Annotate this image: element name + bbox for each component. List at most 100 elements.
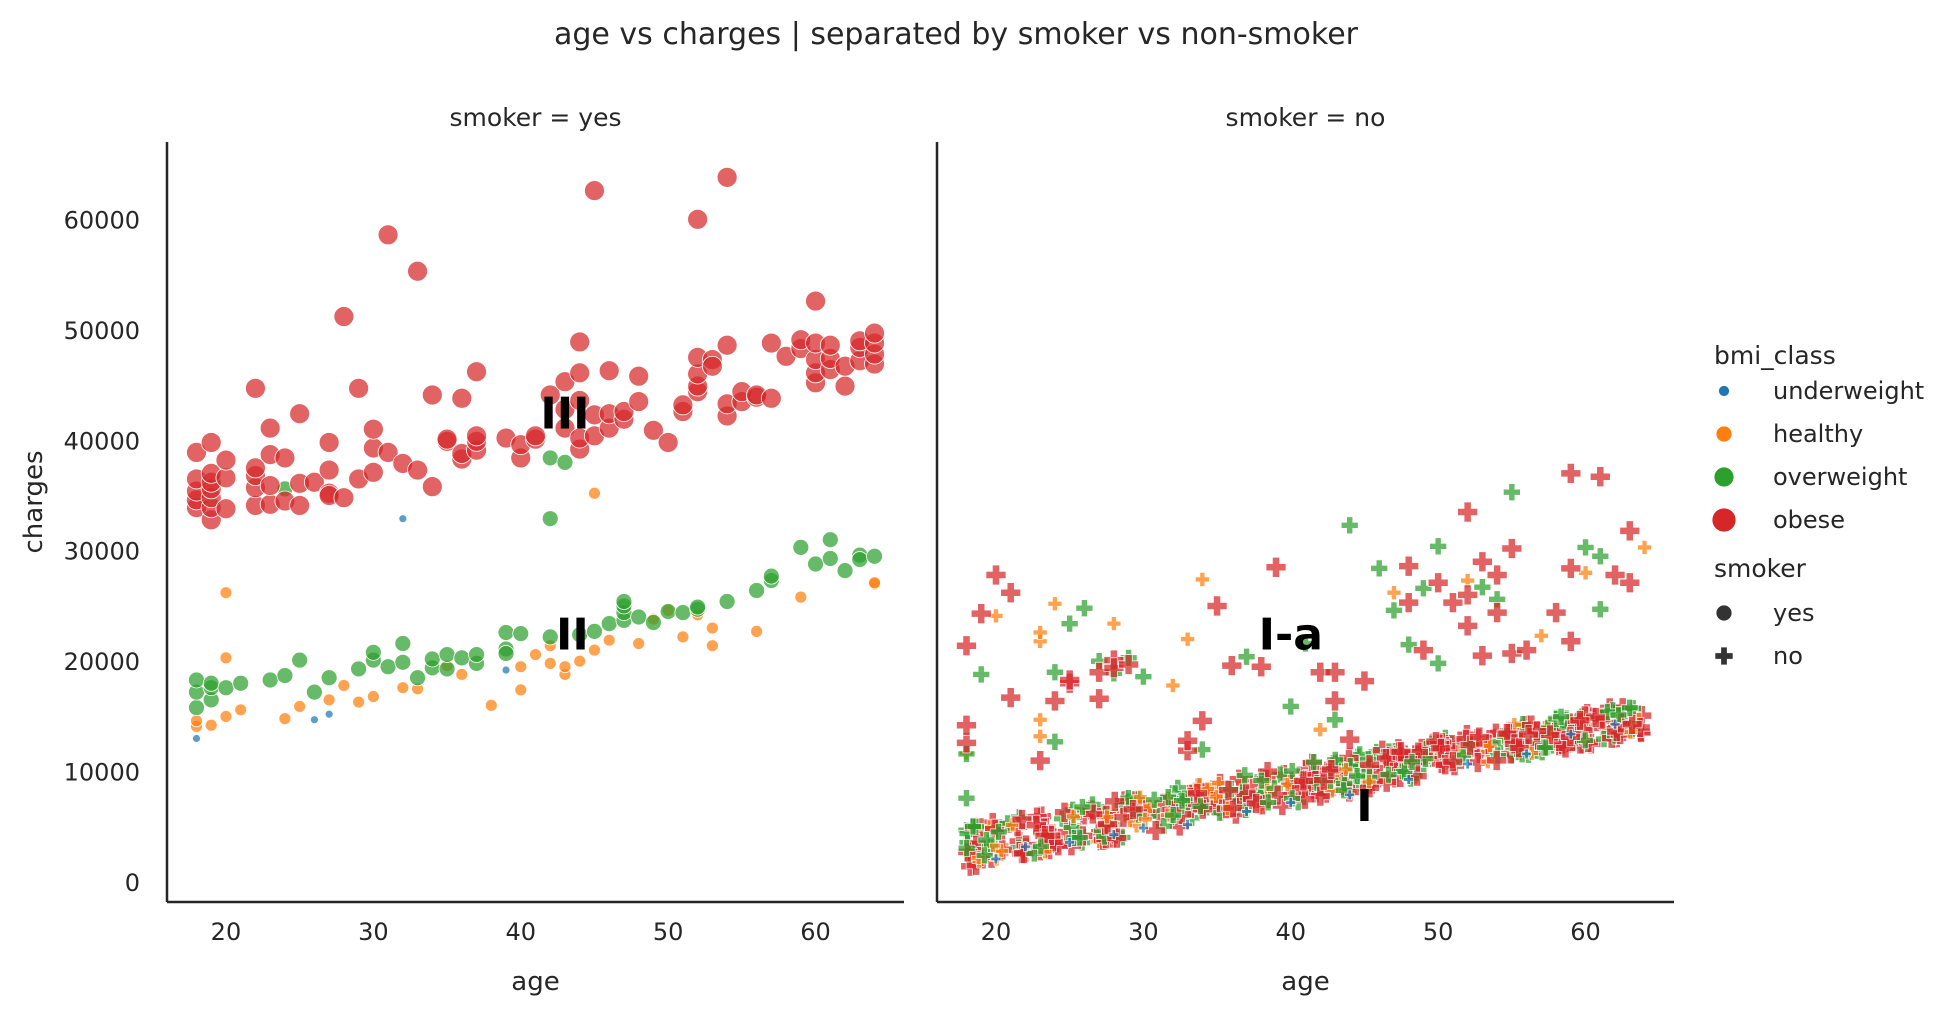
point-overweight [453,649,471,667]
point-overweight [586,622,603,640]
point-overweight [792,539,810,556]
point-overweight [1075,599,1094,618]
point-obese [1088,661,1110,683]
point-overweight [718,593,736,610]
point-overweight [1334,781,1353,800]
point-overweight [1259,793,1277,812]
y-tick-label: 20000 [64,648,140,676]
point-healthy [514,660,528,674]
point-overweight [807,555,824,573]
point-obese [970,603,992,625]
point-healthy [588,486,601,500]
point-obese [1472,551,1493,573]
point-obese [318,459,340,481]
point-healthy [794,590,808,604]
point-overweight [438,646,456,663]
point-healthy [705,639,719,653]
point-obese [1585,707,1606,728]
point-healthy [1066,809,1081,824]
point-healthy [1338,762,1354,777]
point-healthy [1032,625,1048,640]
point-overweight [866,547,883,565]
point-underweight [1565,728,1577,740]
point-healthy [1032,712,1048,728]
legend-label-obese: obese [1773,506,1845,534]
point-obese [805,290,826,312]
point-obese [245,457,266,479]
legend-label-overweight: overweight [1773,463,1907,491]
y-axis-label: charges [19,451,49,554]
point-obese [1000,582,1022,604]
point-obese [1621,713,1643,735]
point-obese [1054,801,1075,823]
point-obese [1218,779,1239,801]
point-obese [985,564,1007,586]
point-overweight [821,531,839,549]
dense-band [957,697,1653,877]
point-obese [584,180,605,202]
point-healthy [543,656,557,670]
point-obese [1265,556,1287,578]
point-obese [1313,769,1334,791]
point-healthy [1180,631,1195,647]
point-overweight [1552,707,1570,726]
point-healthy [1312,722,1328,738]
point-overweight [1379,765,1398,784]
x-tick-label: 60 [800,918,831,946]
point-obese [1459,734,1481,756]
point-healthy [1032,728,1048,744]
point-overweight [1032,837,1050,856]
y-tick-label: 60000 [64,206,140,234]
point-overweight [972,665,991,684]
legend-label-healthy: healthy [1773,420,1863,448]
point-obese [1518,724,1539,745]
point-obese [1206,595,1228,617]
point-obese [1486,564,1508,586]
point-healthy [396,681,410,695]
point-overweight [379,658,397,676]
point-healthy [529,648,542,661]
point-healthy [676,630,690,644]
point-overweight [1046,732,1064,751]
point-overweight [975,846,994,865]
point-healthy [234,703,248,717]
point-obese [1486,602,1508,623]
point-overweight [1046,663,1064,682]
point-healthy [293,700,307,713]
point-overweight [689,598,707,616]
y-tick-label: 10000 [64,759,140,787]
point-overweight [1399,635,1418,654]
point-obese [303,471,325,493]
point-obese [1457,584,1478,606]
legend: bmi_class underweight healthy overweight obe… [1711,341,1924,670]
point-healthy [632,637,646,650]
point-overweight [1304,753,1323,771]
point-obese [245,377,266,399]
point-healthy [558,660,572,674]
point-overweight [1591,600,1610,619]
point-obese [701,355,723,377]
point-healthy [1533,628,1549,644]
point-obese [569,362,591,384]
point-obese [628,391,650,412]
point-obese [1324,690,1346,712]
point-overweight [836,562,854,580]
point-obese [289,495,311,516]
point-obese [333,306,355,327]
point-obese [956,635,977,657]
point-overweight [394,635,412,652]
point-obese [215,498,237,520]
point-obese [186,442,207,463]
point-underweight [1462,758,1473,770]
point-overweight [674,604,692,621]
point-obese [613,401,635,422]
point-obese [1250,656,1272,678]
y-tick-label: 0 [125,869,140,897]
point-overweight [957,789,976,808]
point-obese [569,331,591,353]
panel-title: smoker = no [1226,103,1386,132]
point-overweight [541,628,559,646]
